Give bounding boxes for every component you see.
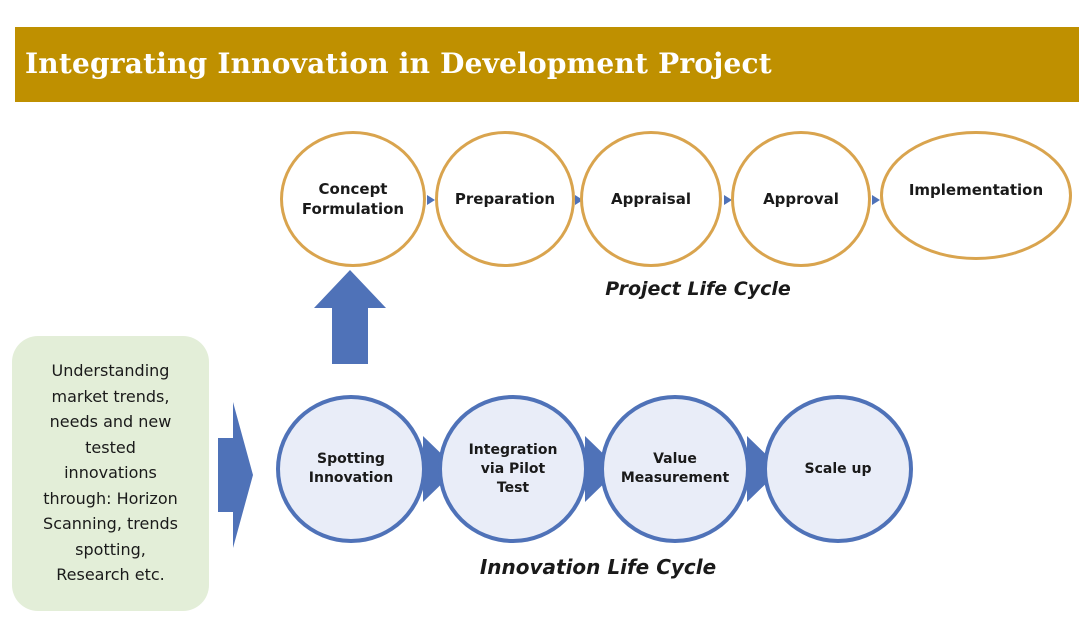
stage-label: Spotting Innovation	[308, 451, 394, 486]
context-line: needs and new	[49, 412, 172, 431]
page-title: Integrating Innovation in Development Pr…	[25, 47, 772, 80]
context-line: market trends,	[51, 386, 170, 406]
innovation-cycle-caption: Innovation Life Cycle	[479, 555, 717, 579]
stage-appraisal: Appraisal	[580, 131, 722, 267]
stage-label: Appraisal	[611, 190, 691, 208]
stage-scale-up: Scale up	[763, 395, 913, 543]
arrow-icon	[724, 195, 732, 205]
arrow-icon	[872, 195, 880, 205]
context-line: spotting,	[75, 539, 146, 559]
stage-label: Concept Formulation	[301, 180, 405, 218]
title-banner: Integrating Innovation in Development Pr…	[15, 27, 1079, 102]
arrow-icon	[575, 195, 583, 205]
stage-integration-pilot: Integration via Pilot Test	[438, 395, 588, 543]
context-box: Understanding market trends, needs and n…	[12, 336, 209, 611]
stage-value-measurement: Value Measurement	[600, 395, 750, 543]
stage-label: Approval	[763, 190, 839, 208]
stage-preparation: Preparation	[435, 131, 575, 267]
context-line: innovations	[64, 463, 157, 482]
stage-label: Implementation	[908, 180, 1044, 199]
stage-spotting-innovation: Spotting Innovation	[276, 395, 426, 543]
stage-implementation: Implementation	[880, 131, 1072, 260]
stage-concept-formulation: Concept Formulation	[280, 131, 426, 267]
context-line: through: Horizon	[43, 488, 178, 508]
stage-label: Integration via Pilot Test	[468, 441, 558, 496]
stage-label: Preparation	[454, 190, 556, 208]
stage-label: Scale up	[804, 460, 872, 477]
context-line: tested	[85, 437, 136, 457]
stage-label: Value Measurement	[620, 451, 730, 486]
context-line: Scanning, trends	[43, 514, 178, 533]
up-arrow-icon	[314, 270, 386, 364]
project-cycle-caption: Project Life Cycle	[605, 278, 791, 300]
arrow-icon	[427, 195, 435, 205]
context-line: Research etc.	[56, 565, 165, 584]
context-line: Understanding	[51, 361, 170, 380]
stage-approval: Approval	[731, 131, 871, 267]
right-arrow-icon	[218, 402, 253, 548]
